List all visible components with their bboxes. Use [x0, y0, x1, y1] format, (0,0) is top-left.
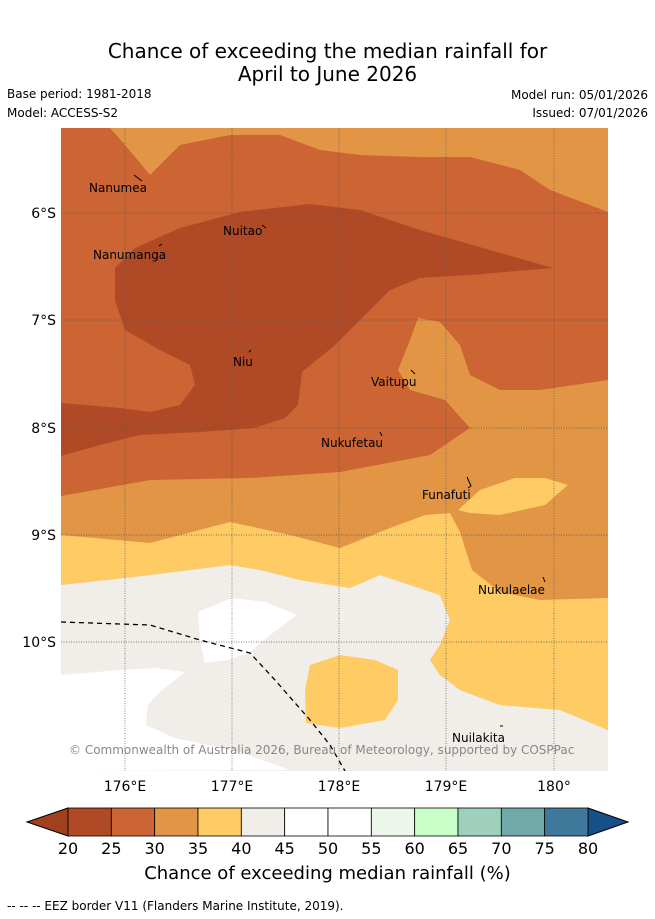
- island-niu-outline: [248, 349, 252, 353]
- colorbar-segment-45-50: [284, 807, 329, 837]
- island-nukufetau-outline: [379, 431, 383, 437]
- lon-tick-177: 177°E: [211, 779, 254, 795]
- colorbar-tick-65: 65: [448, 839, 468, 858]
- island-vaitupu-outline: [410, 369, 416, 375]
- colorbar-tick-40: 40: [231, 839, 251, 858]
- colorbar-tick-75: 75: [534, 839, 554, 858]
- colorbar-tick-45: 45: [274, 839, 294, 858]
- colorbar-segment-30-35: [154, 807, 199, 837]
- colorbar-ticks: 20 25 30 35 40 45 50 55 60 65 70 75 80: [58, 839, 598, 858]
- map-plot-area: Nanumea Nuitao Nanumanga Niu Vaitupu Nuk…: [61, 128, 608, 771]
- issued-date: Issued: 07/01/2026: [532, 106, 648, 120]
- island-nuitao-outline: [261, 224, 267, 229]
- island-funafuti-outline: [466, 476, 472, 489]
- lon-tick-176: 176°E: [104, 779, 147, 795]
- region-35-40: [61, 513, 608, 730]
- colorbar-segment-75-80: [544, 807, 589, 837]
- colorbar-segment-40-45: [240, 807, 286, 837]
- place-nukulaelae: Nukulaelae: [478, 583, 545, 597]
- colorbar-segment-50-55: [327, 807, 372, 837]
- colorbar-tick-70: 70: [491, 839, 511, 858]
- colorbar-segment-20-25: [67, 807, 112, 837]
- lon-tick-labels: 176°E 177°E 178°E 179°E 180°: [104, 779, 571, 795]
- lat-tick-8s: 8°S: [31, 421, 56, 437]
- colorbar-tick-60: 60: [404, 839, 424, 858]
- base-period: Base period: 1981-2018: [7, 87, 152, 101]
- colorbar-segment-35-40: [197, 807, 242, 837]
- lon-tick-178: 178°E: [318, 779, 361, 795]
- region-20-25: [61, 204, 553, 456]
- place-nuitao: Nuitao: [223, 224, 262, 238]
- region-45-55-west: [61, 668, 290, 771]
- title-line-2: April to June 2026: [237, 62, 418, 86]
- island-nanumea-outline: [133, 174, 143, 182]
- region-45-55-central: [198, 598, 297, 663]
- lon-tick-179: 179°E: [425, 779, 468, 795]
- colorbar-segment-65-70: [457, 807, 502, 837]
- place-nanumanga: Nanumanga: [93, 248, 166, 262]
- place-nanumea: Nanumea: [89, 181, 147, 195]
- lat-tick-6s: 6°S: [31, 206, 56, 222]
- map-title: Chance of exceeding the median rainfall …: [0, 40, 655, 86]
- colorbar-segment-25-30: [110, 807, 156, 837]
- lat-tick-10s: 10°S: [22, 635, 56, 651]
- title-line-1: Chance of exceeding the median rainfall …: [107, 39, 548, 63]
- island-outlines: [133, 174, 546, 727]
- colorbar-tick-20: 20: [58, 839, 78, 858]
- lat-tick-9s: 9°S: [31, 528, 56, 544]
- colorbar-tick-50: 50: [318, 839, 338, 858]
- colorbar-tick-55: 55: [361, 839, 381, 858]
- colorbar-segments: [67, 807, 589, 837]
- colorbar-label: Chance of exceeding median rainfall (%): [144, 863, 511, 884]
- lat-tick-7s: 7°S: [31, 313, 56, 329]
- colorbar-tick-80: 80: [578, 839, 598, 858]
- colorbar: 20 25 30 35 40 45 50 55 60 65 70 75 80: [25, 807, 630, 858]
- place-nukufetau: Nukufetau: [321, 436, 383, 450]
- colorbar-tick-35: 35: [188, 839, 208, 858]
- colorbar-segment-60-65: [414, 807, 459, 837]
- map-credit: © Commonwealth of Australia 2026, Bureau…: [69, 743, 574, 757]
- place-funafuti: Funafuti: [422, 488, 471, 502]
- model-run: Model run: 05/01/2026: [510, 88, 648, 102]
- lon-tick-180: 180°: [537, 779, 571, 795]
- island-nukulaelae-outline: [542, 576, 546, 583]
- place-nuilakita: Nuilakita: [452, 731, 505, 745]
- colorbar-segment-55-60: [370, 807, 416, 837]
- colorbar-segment-70-75: [500, 807, 546, 837]
- place-vaitupu: Vaitupu: [371, 375, 417, 389]
- eez-footnote: -- -- -- EEZ border V11 (Flanders Marine…: [7, 899, 344, 913]
- model-name: Model: ACCESS-S2: [7, 106, 119, 120]
- eez-border: [61, 621, 346, 771]
- colorbar-tick-30: 30: [144, 839, 164, 858]
- colorbar-under-arrow: [25, 807, 69, 837]
- region-35-40-funafuti: [458, 478, 568, 515]
- map-grid: [61, 128, 608, 771]
- colorbar-tick-25: 25: [101, 839, 121, 858]
- place-niu: Niu: [233, 355, 253, 369]
- lat-tick-labels: 6°S 7°S 8°S 9°S 10°S: [22, 206, 56, 651]
- region-35-40-south: [305, 655, 398, 728]
- island-nanumanga-outline: [158, 243, 163, 247]
- colorbar-over-arrow: [587, 807, 630, 837]
